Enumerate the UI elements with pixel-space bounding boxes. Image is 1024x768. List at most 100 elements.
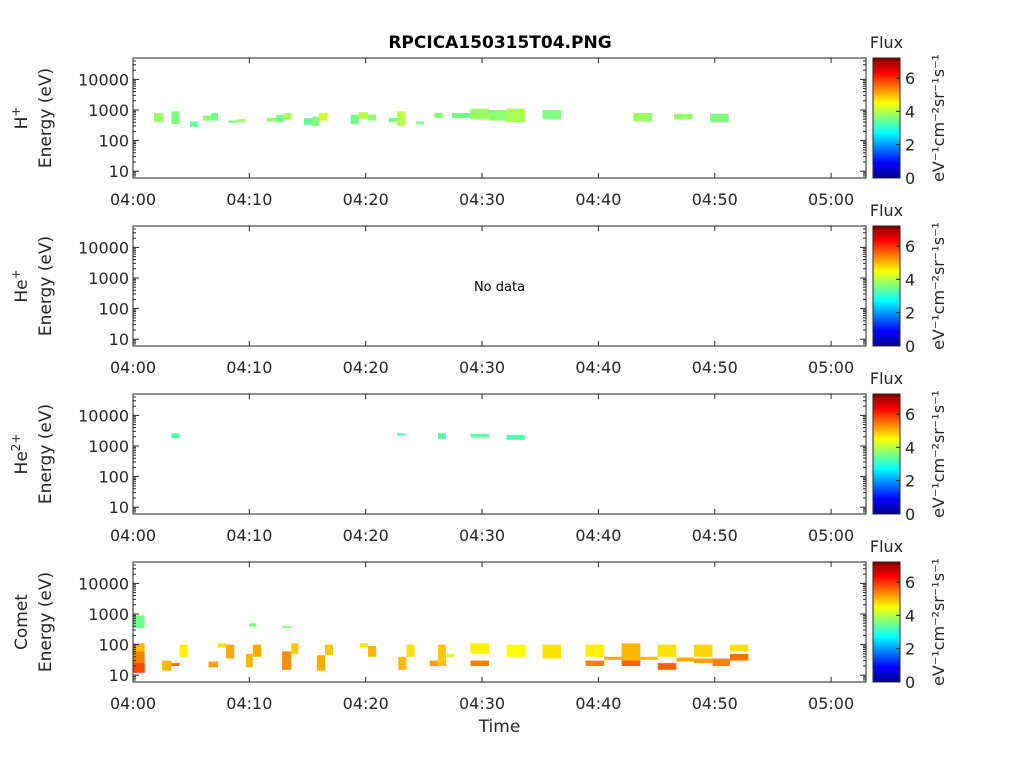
colorbar-tick-label: 2 [905,136,915,155]
colorbar-tick-label: 6 [905,237,915,256]
colorbar-tick-label: 4 [905,438,915,457]
heatmap-cell [429,660,438,666]
x-tick-label: 05:00 [808,190,854,209]
heatmap-cells [171,433,526,440]
heatmap-cell [304,117,313,125]
heatmap-cell [451,112,471,118]
colorbar-tick-label: 4 [905,606,915,625]
colorbar-tick-label: 2 [905,472,915,491]
heatmap-cell [470,660,490,666]
y-tick-label: 100 [98,636,129,655]
heatmap-cell [621,660,641,666]
heatmap-cell [133,643,145,652]
heatmap-cell [171,111,180,124]
colorbar-tick-label: 0 [905,673,915,692]
heatmap-cell [210,112,218,121]
heatmap-cell [281,651,292,670]
heatmap-cell [506,108,526,123]
x-tick-label: 04:30 [459,190,505,209]
x-tick-label: 04:40 [575,526,621,545]
heatmap-cell [202,115,211,121]
heatmap-cell [179,644,188,657]
heatmap-cell [284,112,292,120]
heatmap-cell [676,657,694,662]
heatmap-cell [319,112,328,121]
heatmap-cell [437,644,446,666]
heatmap-cell [415,121,424,124]
heatmap-cell [693,658,713,664]
figure-title: RPCICA150315T04.PNG [388,33,611,53]
y-tick-label: 1000 [88,437,129,456]
heatmap-cell [470,108,490,120]
heatmap-cell [208,661,218,668]
y-tick-label: 10 [109,162,129,181]
plot-frame [132,561,867,683]
y-tick-label: 100 [98,300,129,319]
heatmap-cell [228,120,238,123]
x-tick-label: 04:50 [692,526,738,545]
x-tick-label: 04:50 [692,190,738,209]
x-tick-label: 04:30 [459,358,505,377]
y-tick-label: 100 [98,132,129,151]
heatmap-cell [226,644,235,659]
heatmap-cell [190,121,199,127]
heatmap-cell [693,644,713,657]
colorbar-tick-label: 2 [905,304,915,323]
x-tick-label: 04:40 [575,190,621,209]
heatmap-cell [133,651,145,670]
heatmap-cell [291,643,299,654]
heatmap-cell [542,644,562,659]
x-tick-label: 04:00 [110,694,156,713]
heatmap-cells [153,108,729,127]
y-tick-label: 10000 [78,406,129,425]
heatmap-cell [153,112,164,123]
heatmap-cell [276,114,285,123]
colorbar-tick-label: 0 [905,505,915,524]
heatmap-cell [585,644,605,657]
colorbar-tick-label: 4 [905,102,915,121]
x-tick-label: 05:00 [808,358,854,377]
heatmap-cell [489,109,507,121]
species-label: Comet [12,594,32,650]
colorbar [872,561,901,683]
heatmap-cells [133,615,749,673]
plot-frame [132,225,867,347]
colorbar-title: Flux [870,537,903,556]
y-axis-label: Energy (eV) [36,404,56,504]
heatmap-cell [470,433,490,438]
y-tick-label: 10 [109,498,129,517]
heatmap-cell [324,644,334,656]
colorbar-title: Flux [870,369,903,388]
x-tick-label: 04:30 [459,694,505,713]
heatmap-cell [506,644,526,657]
x-tick-label: 04:40 [575,358,621,377]
heatmap-cell [350,114,359,124]
x-tick-label: 04:20 [343,526,389,545]
colorbar-tick-label: 4 [905,270,915,289]
heatmap-cell [470,643,490,654]
heatmap-cell [398,656,407,670]
x-tick-label: 04:00 [110,190,156,209]
heatmap-cell [604,656,622,660]
x-tick-label: 04:20 [343,358,389,377]
colorbar-tick-label: 2 [905,640,915,659]
species-label: He2+ [9,434,32,475]
x-tick-label: 04:20 [343,190,389,209]
heatmap-cell [266,117,277,122]
x-tick-label: 04:10 [226,190,272,209]
heatmap-cell [252,644,261,657]
heatmap-cell [133,615,145,628]
heatmap-cell [506,434,526,440]
x-tick-label: 04:50 [692,358,738,377]
heatmap-cell [437,433,446,439]
species-label: H+ [9,107,32,130]
colorbar-label: eV⁻¹cm⁻²sr⁻¹s⁻¹ [929,390,948,518]
panel-3: 04:00 04:10 04:20 04:30 04:40 04:50 05:00 10 100… [9,369,948,545]
heatmap-cell [162,660,172,671]
heatmap-cell [633,112,652,122]
y-tick-label: 10000 [78,70,129,89]
x-tick-label: 04:10 [226,526,272,545]
heatmap-cell [729,644,749,652]
y-tick-label: 1000 [88,605,129,624]
